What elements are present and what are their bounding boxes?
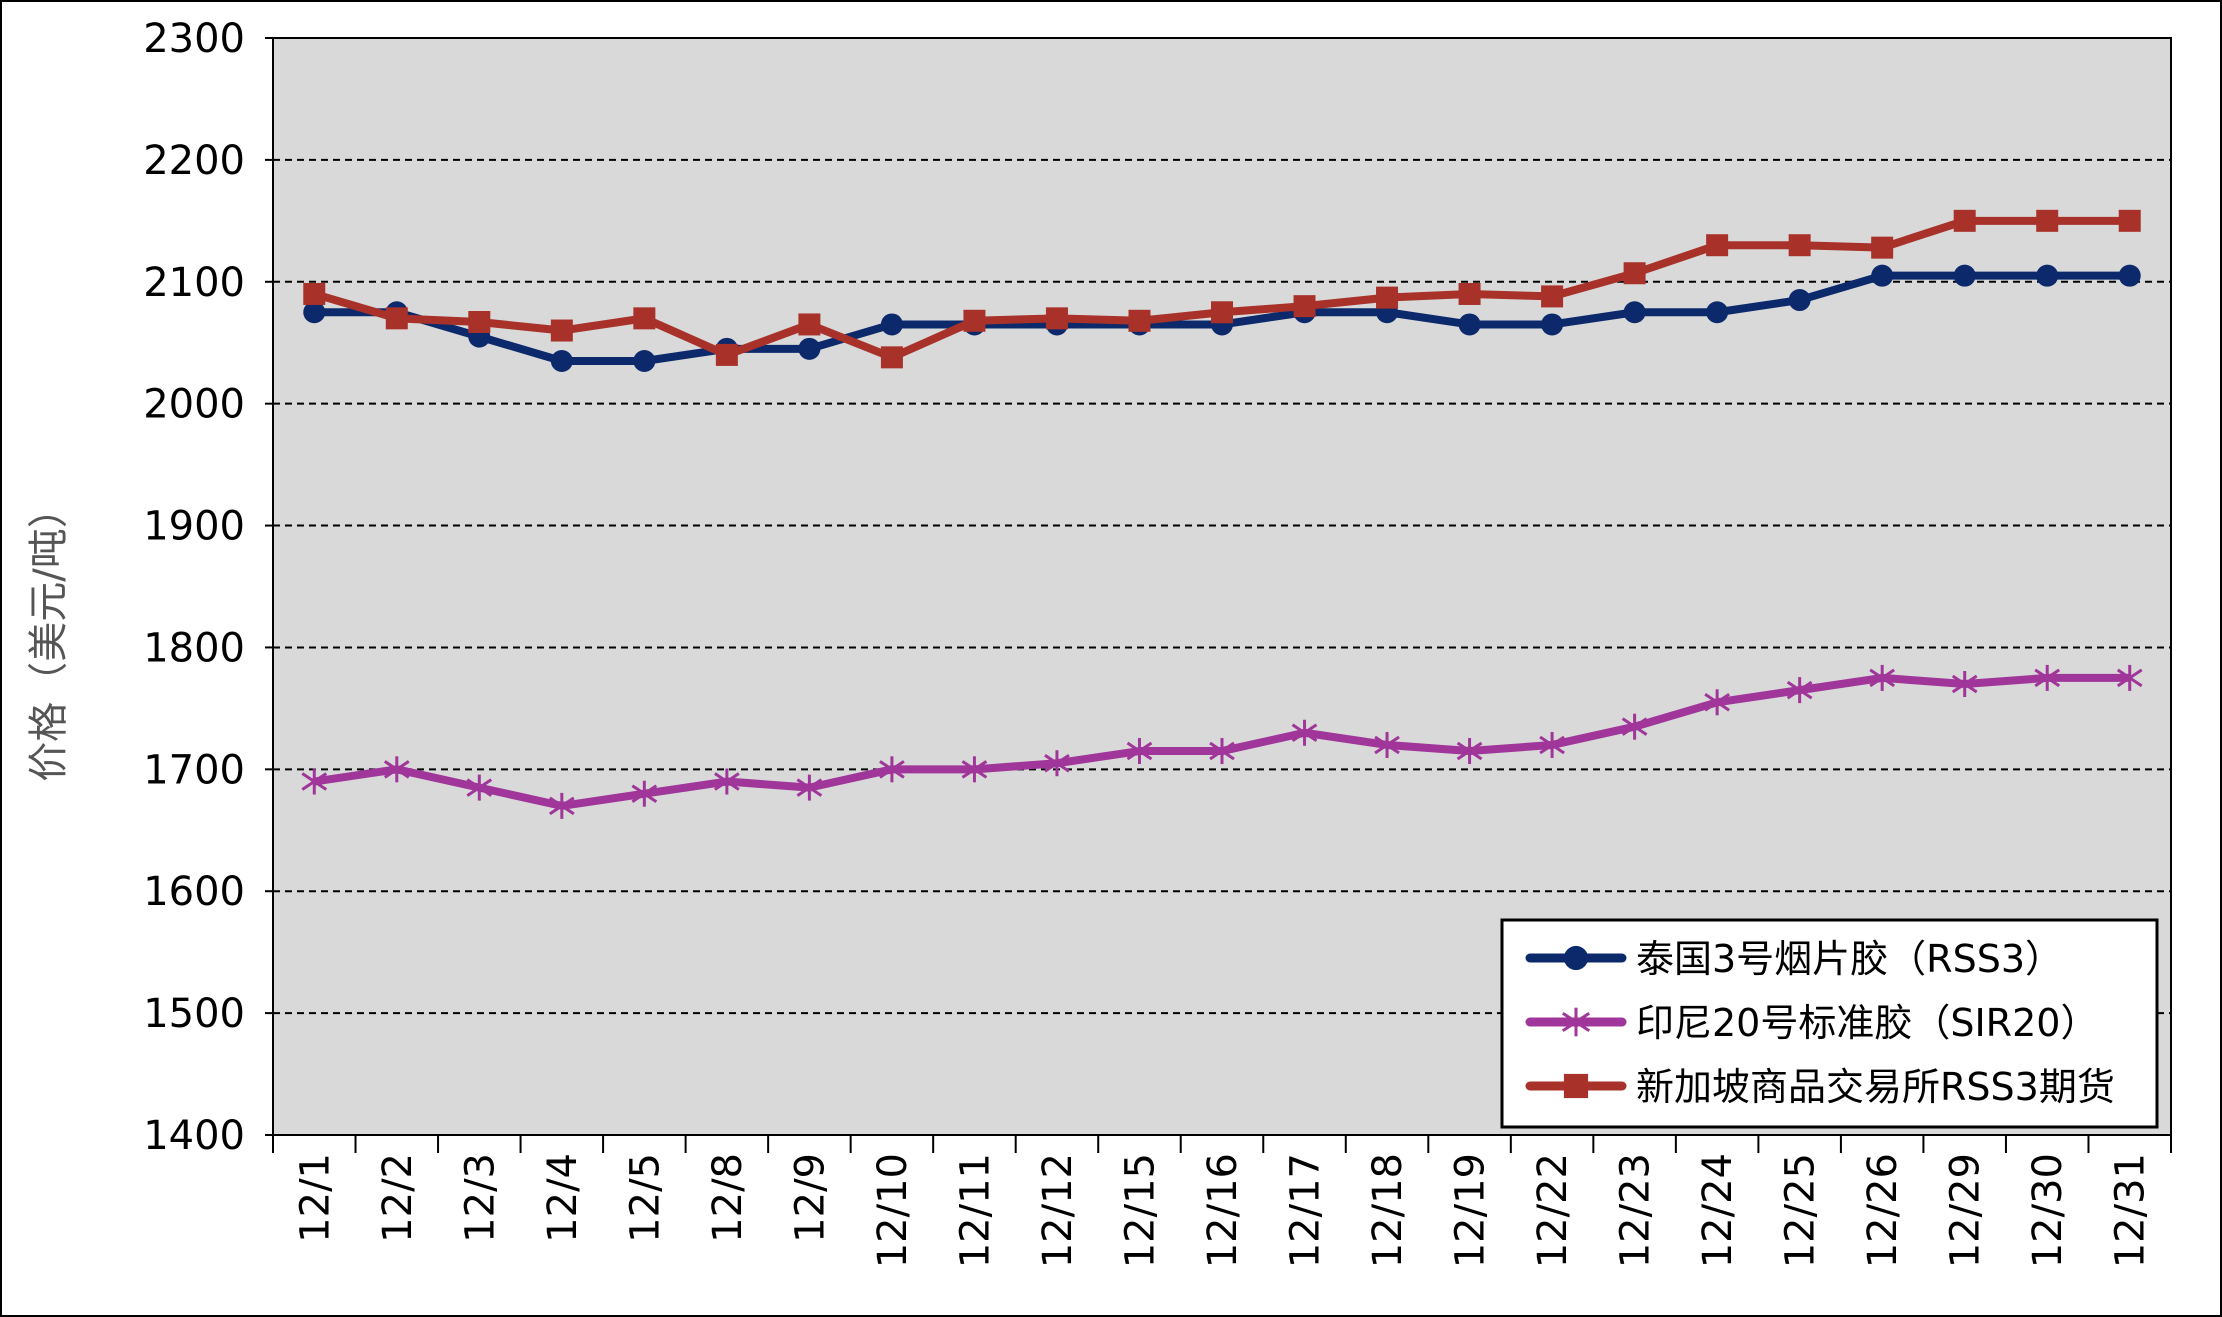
x-tick-label: 12/23 [1613, 1153, 1659, 1268]
data-point-square [716, 344, 738, 366]
data-point-square [1541, 285, 1563, 307]
data-point-square [468, 311, 490, 333]
x-tick-label: 12/10 [870, 1153, 916, 1268]
data-point-circle [2036, 265, 2058, 287]
legend-label: 新加坡商品交易所RSS3期货 [1636, 1065, 2115, 1109]
data-point-square [1294, 295, 1316, 317]
data-point-square [2036, 210, 2058, 232]
y-tick-label: 1600 [143, 869, 245, 915]
data-point-square [1459, 283, 1481, 305]
x-tick-label: 12/26 [1860, 1153, 1906, 1268]
data-point-square [963, 310, 985, 332]
x-tick-label: 12/1 [292, 1153, 338, 1243]
data-point-square [633, 307, 655, 329]
x-tick-label: 12/18 [1365, 1153, 1411, 1268]
legend: 泰国3号烟片胶（RSS3） 印尼20号标准胶（SIR20） 新加坡商品交易所RSS3… [1502, 920, 2157, 1127]
data-point-circle [633, 350, 655, 372]
x-tick-label: 12/29 [1943, 1153, 1989, 1268]
data-point-square [1789, 234, 1811, 256]
x-tick-label: 12/11 [952, 1153, 998, 1268]
x-tick-label: 12/17 [1283, 1153, 1329, 1268]
x-tick-label: 12/2 [375, 1153, 421, 1243]
data-point-square [881, 346, 903, 368]
legend-label: 印尼20号标准胶（SIR20） [1636, 1001, 2098, 1045]
data-point-square [1128, 310, 1150, 332]
data-point-square [1564, 1074, 1588, 1098]
y-tick-label: 1700 [143, 747, 245, 793]
data-point-square [303, 283, 325, 305]
data-point-square [798, 313, 820, 335]
x-tick-label: 12/16 [1200, 1153, 1246, 1268]
y-tick-label: 1900 [143, 504, 245, 550]
data-point-square [386, 307, 408, 329]
data-point-circle [1871, 265, 1893, 287]
data-point-square [1376, 287, 1398, 309]
data-point-square [1211, 301, 1233, 323]
y-axis-label: 价格（美元/吨） [26, 488, 72, 781]
data-point-square [1624, 262, 1646, 284]
data-point-circle [1459, 313, 1481, 335]
x-tick-label: 12/15 [1117, 1153, 1163, 1268]
x-tick-label: 12/9 [787, 1153, 833, 1243]
data-point-square [2119, 210, 2141, 232]
x-tick-label: 12/25 [1778, 1153, 1824, 1268]
x-tick-label: 12/12 [1035, 1153, 1081, 1268]
data-point-circle [1624, 301, 1646, 323]
y-tick-label: 2000 [143, 382, 245, 428]
x-tick-label: 12/4 [540, 1153, 586, 1243]
data-point-square [1046, 307, 1068, 329]
data-point-square [1706, 234, 1728, 256]
y-tick-label: 1500 [143, 991, 245, 1037]
data-point-circle [1564, 946, 1588, 970]
y-tick-label: 2100 [143, 260, 245, 306]
data-point-circle [1789, 289, 1811, 311]
x-tick-label: 12/5 [622, 1153, 668, 1243]
y-tick-label: 2300 [143, 16, 245, 62]
data-point-circle [1954, 265, 1976, 287]
data-point-circle [1541, 313, 1563, 335]
line-chart: 1400 1500 1600 1700 1800 1900 2000 2100 2200 2300… [0, 0, 2222, 1317]
x-tick-label: 12/8 [705, 1153, 751, 1243]
x-tick-label: 12/24 [1695, 1153, 1741, 1268]
x-tick-label: 12/22 [1530, 1153, 1576, 1268]
legend-label: 泰国3号烟片胶（RSS3） [1636, 937, 2063, 981]
x-tick-label: 12/31 [2108, 1153, 2154, 1268]
data-point-circle [881, 313, 903, 335]
data-point-square [1954, 210, 1976, 232]
x-tick-label: 12/3 [457, 1153, 503, 1243]
data-point-square [1871, 237, 1893, 259]
data-point-circle [2119, 265, 2141, 287]
y-tick-label: 2200 [143, 138, 245, 184]
x-tick-label: 12/19 [1448, 1153, 1494, 1268]
data-point-square [551, 320, 573, 342]
y-tick-label: 1800 [143, 625, 245, 671]
data-point-circle [798, 338, 820, 360]
data-point-circle [551, 350, 573, 372]
y-tick-label: 1400 [143, 1113, 245, 1159]
data-point-circle [1706, 301, 1728, 323]
x-tick-label: 12/30 [2025, 1153, 2071, 1268]
